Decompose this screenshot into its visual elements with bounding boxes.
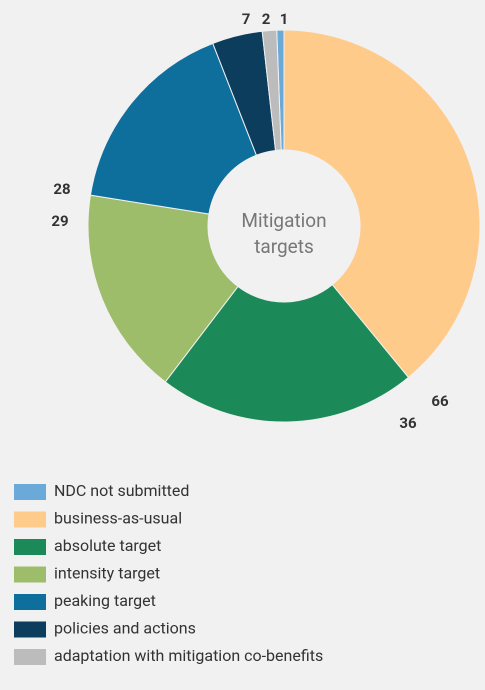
donut-slice	[261, 29, 282, 152]
legend-label: absolute target	[54, 536, 161, 555]
legend-swatch	[14, 566, 46, 583]
legend-swatch	[14, 621, 46, 638]
value-label: 1	[280, 10, 289, 28]
legend-swatch	[14, 649, 46, 665]
donut-slice	[164, 284, 410, 423]
legend-label: business-as-usual	[54, 509, 182, 528]
legend-swatch	[14, 484, 46, 500]
value-label: 29	[51, 212, 68, 230]
legend-swatch	[14, 594, 46, 610]
legend-label: adaptation with mitigation co-benefits	[54, 646, 323, 665]
value-label: 28	[53, 180, 70, 198]
value-label: 36	[399, 414, 417, 432]
legend-label: intensity target	[54, 564, 160, 583]
legend-swatch	[14, 539, 46, 555]
value-label: 7	[242, 10, 251, 28]
legend-label: policies and actions	[54, 619, 196, 638]
center-label: Mitigation targets	[241, 209, 327, 258]
value-label: 2	[262, 10, 271, 28]
legend-label: NDC not submitted	[54, 481, 189, 500]
legend-label: peaking target	[54, 591, 156, 610]
donut-slice	[89, 42, 258, 215]
legend-swatch	[14, 511, 46, 528]
value-label: 66	[431, 392, 449, 410]
donut-slice	[283, 29, 481, 379]
donut-slice	[87, 194, 239, 383]
